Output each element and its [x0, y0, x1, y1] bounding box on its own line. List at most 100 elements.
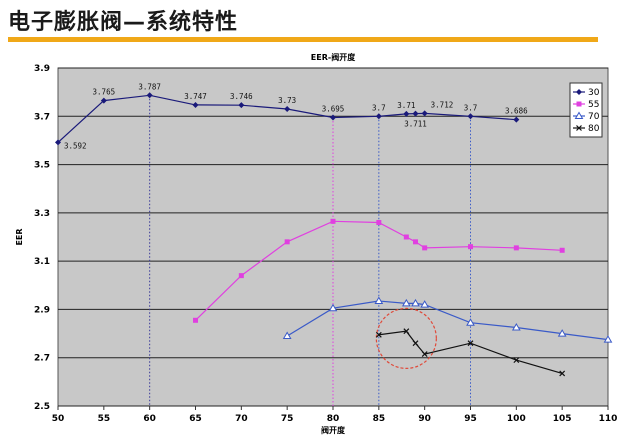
x-tick-label: 105: [553, 414, 572, 424]
data-point: [238, 273, 244, 279]
data-point: [238, 102, 245, 109]
data-label: 3.71: [397, 101, 415, 110]
data-point: [513, 357, 520, 364]
data-point: [403, 328, 410, 335]
annotation-layer: [375, 307, 437, 369]
data-point: [330, 114, 336, 121]
data-point: [193, 317, 198, 323]
data-point: [375, 113, 382, 120]
x-tick-label: 75: [281, 414, 294, 424]
x-tick-label: 90: [418, 414, 431, 424]
data-label: 3.7: [464, 103, 478, 112]
data-point: [55, 139, 61, 146]
x-tick-label: 60: [143, 414, 156, 424]
y-tick-label: 2.9: [34, 305, 50, 315]
y-tick-label: 3.9: [34, 64, 50, 74]
x-tick-label: 55: [98, 414, 111, 424]
data-point: [403, 110, 410, 117]
data-label: 3.787: [138, 82, 161, 91]
data-point: [284, 239, 290, 245]
data-point: [603, 335, 613, 343]
data-label: 3.73: [278, 96, 296, 105]
y-tick-label: 2.5: [34, 402, 50, 412]
data-label: 3.712: [431, 100, 454, 109]
data-point: [403, 234, 409, 240]
data-point: [576, 89, 582, 95]
y-tick-label: 3.1: [34, 257, 50, 267]
series-layer: [55, 92, 613, 377]
x-tick-label: 95: [464, 414, 477, 424]
data-point: [421, 110, 428, 117]
data-point: [468, 244, 473, 250]
series-70: [282, 296, 613, 343]
data-point: [557, 329, 567, 337]
slide-title: 电子膨胀阀—系统特性: [8, 10, 239, 35]
data-point: [576, 101, 582, 107]
data-point: [420, 300, 430, 308]
reference-lines: [149, 95, 471, 406]
data-point: [192, 101, 199, 108]
legend-label: 70: [588, 112, 600, 122]
data-point: [559, 247, 565, 253]
data-label: 3.686: [505, 107, 528, 116]
legend-label: 30: [588, 88, 600, 98]
legend-label: 80: [588, 124, 600, 134]
data-point: [376, 220, 382, 226]
data-point: [574, 111, 584, 119]
x-tick-label: 80: [327, 414, 340, 424]
title-accent-rule: [8, 37, 598, 42]
x-tick-label: 85: [373, 414, 386, 424]
data-point: [576, 125, 582, 131]
y-tick-label: 3.7: [34, 112, 50, 122]
data-point: [513, 116, 520, 123]
series-30: [55, 92, 520, 146]
data-point: [467, 113, 474, 120]
data-label: 3.711: [404, 120, 427, 129]
data-point: [328, 303, 338, 312]
data-label: 3.747: [184, 92, 207, 101]
data-point: [513, 245, 519, 251]
data-point: [559, 370, 566, 377]
data-point: [282, 331, 292, 339]
annotation-circle: [375, 307, 437, 369]
data-point: [100, 97, 107, 104]
data-point: [422, 245, 428, 251]
data-point: [467, 340, 474, 347]
data-point: [412, 110, 419, 117]
series-80: [375, 328, 566, 377]
data-point: [284, 106, 291, 113]
data-point: [401, 298, 411, 307]
x-tick-label: 110: [599, 414, 618, 424]
data-point: [413, 239, 418, 245]
y-axis-ticks: 2.5 2.7 2.9 3.1 3.3 3.5 3.7 3.9: [34, 64, 50, 412]
data-point: [421, 351, 428, 358]
data-point: [146, 92, 153, 99]
data-point: [411, 298, 420, 307]
legend-label: 55: [588, 100, 599, 110]
data-label: 3.7: [372, 103, 386, 112]
data-point: [466, 318, 475, 326]
data-point: [511, 323, 521, 331]
x-axis-ticks: 50 55 60 65 70 75 80 85 90 95 100 105 110: [52, 406, 618, 424]
y-axis-label: EER: [15, 228, 24, 245]
data-point: [330, 218, 336, 224]
legend: 30 55 70 80: [569, 82, 603, 138]
series-55: [193, 218, 565, 323]
x-tick-label: 100: [507, 414, 526, 424]
data-point: [374, 296, 384, 304]
data-label: 3.592: [64, 141, 87, 150]
x-tick-label: 70: [235, 414, 248, 424]
data-label: 3.746: [230, 92, 253, 101]
y-tick-label: 2.7: [34, 354, 50, 364]
data-point: [375, 331, 382, 338]
data-point: [412, 340, 419, 347]
x-tick-label: 65: [189, 414, 202, 424]
y-tick-label: 3.5: [34, 161, 50, 171]
chart-title: EER-阀开度: [311, 52, 356, 62]
series-line: [286, 300, 609, 341]
x-tick-label: 50: [52, 414, 65, 424]
data-labels: 3.592 3.765 3.787 3.747 3.746 3.73 3.695 3.7 3.7…: [64, 82, 528, 150]
x-axis-label: 阀开度: [321, 425, 346, 435]
data-label: 3.695: [322, 104, 345, 113]
